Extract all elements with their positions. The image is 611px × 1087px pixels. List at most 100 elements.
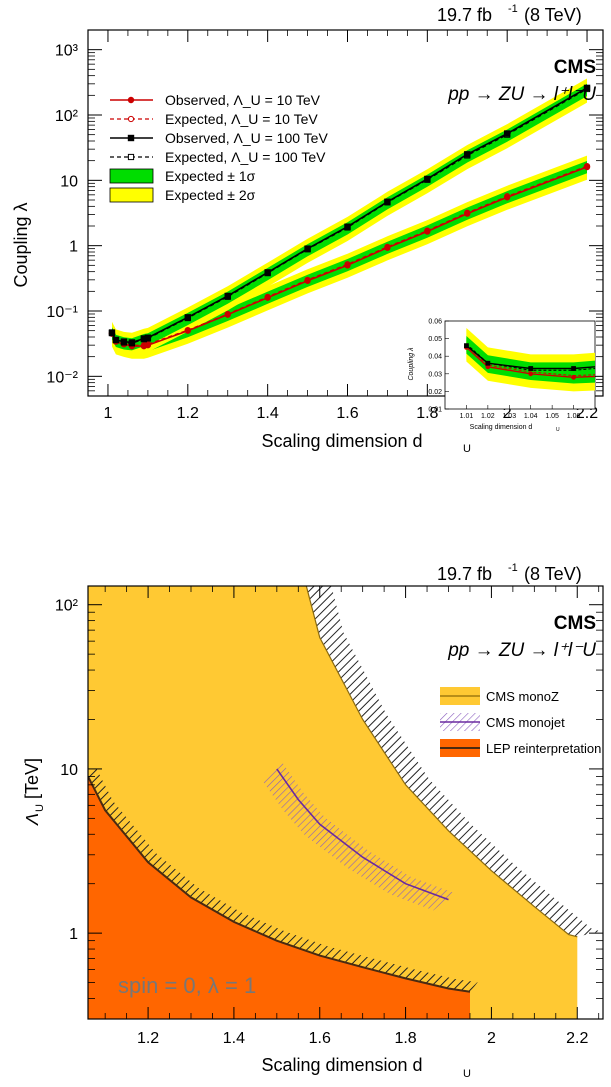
inset-x-tick-label: 1.02: [481, 413, 495, 420]
inset-y-tick-label: 0.05: [428, 336, 442, 343]
legend-swatch-band: [109, 168, 154, 184]
series-line-2: [111, 87, 588, 344]
inset-ylabel: Coupling λ: [408, 347, 415, 381]
top-chart: 19.7 fb -1 (8 TeV) 1 1.2 1.4 1.6 1.8 2 2.210⁻²…: [11, 3, 604, 455]
inset-axes: 1.01 1.02 1.03 1.04 1.05 1.06 0.01 0.02 0.03 0.04…: [428, 319, 580, 421]
monojet-hatch-band: [261, 762, 454, 911]
bottom-y-tick-label: 1: [69, 926, 78, 943]
observed-100tev-point: [264, 269, 271, 276]
bottom-ylabel-unit: [TeV]: [22, 758, 42, 799]
legend-label: Expected ± 1σ: [165, 168, 256, 184]
bottom-x-tick-label: 2.2: [566, 1030, 588, 1047]
observed-100tev-point: [503, 130, 511, 137]
expected-10tev-point: [583, 163, 591, 170]
expected-100tev-point: [344, 224, 351, 231]
band-2sigma-1: [112, 78, 587, 357]
series-line-3: [111, 88, 588, 344]
inset-x-tick-label: 1.03: [502, 413, 516, 420]
expected-100tev-point: [504, 131, 511, 138]
top-x-tick-label: 2: [503, 405, 512, 422]
inset-point: [485, 360, 491, 366]
expected-100tev-point: [140, 336, 147, 343]
inset-xlabel-sub: U: [556, 427, 560, 433]
expected-100tev-point: [583, 85, 591, 93]
inset-series-lines: [464, 343, 595, 380]
expected-10tev-point: [504, 193, 511, 200]
bottom-exclusion-regions: [88, 586, 601, 1019]
inset-y-tick-label: 0.03: [428, 371, 442, 378]
legend-swatch-band: [109, 187, 154, 203]
bottom-y-tick-label: 10²: [55, 598, 79, 615]
observed-100tev-point: [464, 151, 471, 158]
inset-point: [571, 374, 576, 380]
expected-10tev-point: [424, 227, 431, 234]
bottom-xlabel: Scaling dimension d: [261, 1055, 422, 1075]
monoz-curve: [305, 586, 578, 938]
expected-100tev-point: [264, 270, 271, 277]
top-x-tick-label: 1.8: [416, 405, 438, 422]
legend-marker: [127, 134, 135, 142]
observed-100tev-point: [120, 338, 128, 345]
expected-100tev-point: [144, 335, 151, 342]
top-lumi-energy: (8 TeV): [524, 5, 582, 25]
expected-10tev-point: [464, 209, 471, 216]
expected-10tev-point: [344, 261, 351, 268]
bottom-process-label: pp → ZU → l⁺l⁻U: [447, 640, 596, 661]
top-legend: Observed, Λ_U = 10 TeV Expected, Λ_U = 10…: [109, 92, 328, 203]
inset-series-line: [466, 343, 595, 371]
expected-10tev-point: [224, 310, 231, 318]
observed-100tev-point: [583, 84, 591, 92]
expected-10tev-point: [304, 276, 311, 283]
legend-label: CMS monoZ: [486, 689, 559, 704]
top-inset: 1.01 1.02 1.03 1.04 1.05 1.06 0.01 0.02 0.03 0.04…: [408, 319, 596, 433]
legend-label: Expected, Λ_U = 100 TeV: [165, 149, 326, 165]
observed-10tev-point: [344, 262, 351, 269]
expected-100tev-point: [108, 329, 116, 336]
expected-100tev-point: [224, 293, 231, 300]
top-x-tick-label: 1.2: [177, 405, 199, 422]
expected-100tev-point: [464, 152, 471, 159]
top-experiment-label: CMS: [554, 57, 596, 78]
inset-point: [528, 371, 534, 377]
band-1sigma-0: [112, 161, 587, 353]
inset-x-tick-label: 1.05: [545, 413, 559, 420]
observed-100tev-point: [344, 223, 351, 230]
bottom-ylabel-group: Λ U [TeV]: [22, 758, 46, 826]
inset-x-tick-label: 1.06: [567, 413, 581, 420]
observed-100tev-point: [144, 334, 152, 341]
bottom-ylabel-sub: U: [34, 804, 46, 812]
bottom-plot-frame: [87, 585, 604, 1020]
legend-label: Expected, Λ_U = 10 TeV: [165, 111, 318, 127]
series-line-1: [111, 165, 588, 346]
monoz-hatch-band: [306, 586, 601, 937]
inset-x-tick-label: 1.04: [524, 413, 538, 420]
top-y-tick-label: 1: [69, 239, 78, 256]
inset-xlabel: Scaling dimension d: [470, 424, 533, 431]
inset-point: [571, 366, 576, 371]
top-xlabel: Scaling dimension d: [261, 431, 422, 451]
inset-series-line: [466, 345, 595, 377]
bottom-lumi-label: 19.7 fb: [437, 564, 492, 584]
bottom-x-tick-label: 1.6: [309, 1030, 331, 1047]
legend-marker: [127, 153, 135, 161]
expected-100tev-point: [112, 336, 120, 344]
bottom-lumi-sup: -1: [508, 562, 518, 574]
bottom-experiment-label: CMS: [554, 613, 596, 634]
expected-100tev-point: [424, 176, 431, 183]
top-ylabel: Coupling λ: [11, 202, 31, 287]
bottom-annotation: spin = 0, λ = 1: [118, 973, 256, 998]
lep-curve: [88, 775, 471, 993]
legend-marker: [127, 115, 135, 123]
expected-100tev-point: [384, 199, 391, 206]
top-series-lines: [108, 84, 591, 350]
legend-label: LEP reinterpretation: [486, 741, 601, 756]
expected-100tev-point: [128, 340, 136, 347]
bottom-x-tick-label: 2: [487, 1030, 496, 1047]
expected-10tev-point: [184, 327, 191, 334]
bottom-axes: 1.2 1.4 1.6 1.8 2 2.2 1 10 10²: [55, 586, 603, 1047]
top-x-tick-label: 1.6: [336, 405, 358, 422]
legend-marker: [127, 96, 135, 104]
top-lumi-sup: -1: [508, 3, 518, 15]
expected-100tev-point: [304, 246, 311, 253]
